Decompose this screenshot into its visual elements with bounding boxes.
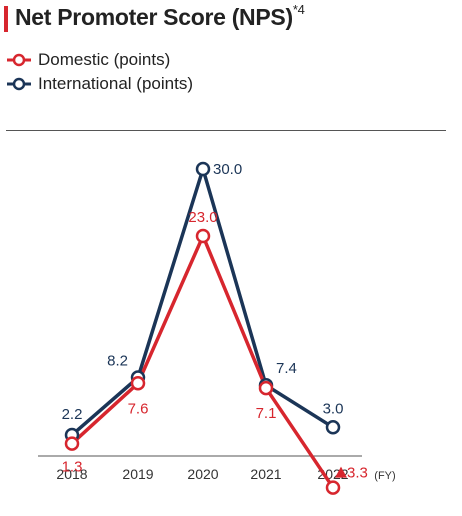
data-label-domestic-2021: 7.1 [256,405,277,422]
data-label-international-2022: 3.0 [323,400,344,417]
data-point-domestic-2019 [130,376,146,391]
data-label-international-2021: 7.4 [276,360,297,377]
title-accent-bar [4,6,8,32]
legend-marker-international [7,77,31,91]
data-label-international-2018: 2.2 [62,406,83,423]
legend-label-domestic: Domestic (points) [38,50,171,69]
data-label-domestic-2020: 23.0 [188,209,217,226]
data-label-domestic-2018: 1.3 [62,459,83,476]
negative-triangle-marker-domestic-2022 [335,466,347,478]
data-point-domestic-2021 [258,380,274,396]
title-footnote-marker: *4 [292,2,305,17]
legend-label-international: International (points) [38,74,193,93]
data-label-international-2020: 30.0 [213,161,242,178]
x-tick-label-2021: 2021 [250,466,281,482]
data-point-domestic-2018 [64,436,80,451]
x-tick-label-2020: 2020 [187,466,218,482]
data-point-international-2022 [325,420,341,435]
x-tick-label-2018: 2018 [56,466,87,482]
data-point-domestic-2022 [325,480,341,495]
nps-line-chart: 2018 2019 2020 2021 2022 (FY)2.28.230.07.43.0… [38,161,396,495]
data-point-international-2020 [195,161,211,177]
chart-title: Net Promoter Score (NPS)*4 [15,2,305,30]
data-label-international-2019: 8.2 [107,353,128,370]
x-tick-label-2019: 2019 [122,466,153,482]
legend-item-domestic: Domestic (points) [6,48,193,72]
legend-marker-domestic [7,53,31,67]
data-label-domestic-2019: 7.6 [128,400,149,417]
x-axis-unit: (FY) [374,470,395,482]
legend-item-international: International (points) [6,72,193,96]
data-label-domestic-2022: 3.3 [347,465,368,482]
data-point-domestic-2020 [195,228,211,244]
legend: Domestic (points) International (points) [6,48,193,96]
header-divider [6,130,446,131]
